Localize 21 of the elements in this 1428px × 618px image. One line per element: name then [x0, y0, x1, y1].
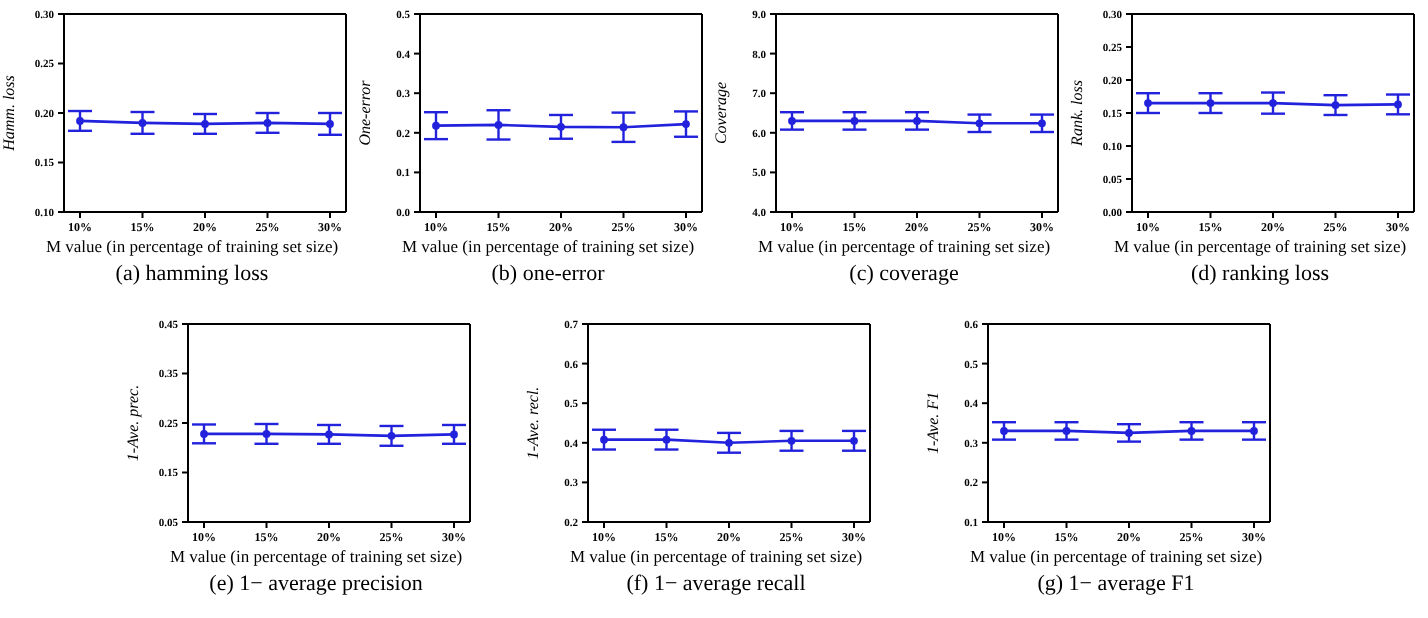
y-axis-title: 1-Ave. F1 [923, 391, 942, 455]
x-axis-title: M value (in percentage of training set size) [967, 546, 1265, 566]
y-axis-title: Coverage [711, 81, 730, 145]
x-axis-title: M value (in percentage of training set size) [567, 546, 865, 566]
text: (b) one-error [489, 262, 607, 286]
text: (f) 1− average recall [624, 572, 808, 596]
y-axis-title: One-error [355, 78, 374, 146]
text: (g) 1− average F1 [1035, 572, 1197, 596]
text: (e) 1− average precision [207, 572, 425, 596]
y-axis-title: 1-Ave. recl. [523, 386, 542, 460]
y-axis-title: 1-Ave. prec. [123, 384, 142, 462]
x-axis-title: M value (in percentage of training set size) [755, 236, 1053, 256]
text: (d) ranking loss [1188, 262, 1332, 286]
text: (a) hamming loss [113, 262, 271, 286]
text: (c) coverage [847, 262, 961, 286]
x-axis-title: M value (in percentage of training set size) [1111, 236, 1409, 256]
y-axis-title: Hamm. loss [0, 75, 18, 153]
y-axis-title: Rank. loss [1067, 80, 1086, 148]
x-axis-title: M value (in percentage of training set size) [167, 546, 465, 566]
x-axis-title: M value (in percentage of training set size) [43, 236, 341, 256]
x-axis-title: M value (in percentage of training set size) [399, 236, 697, 256]
